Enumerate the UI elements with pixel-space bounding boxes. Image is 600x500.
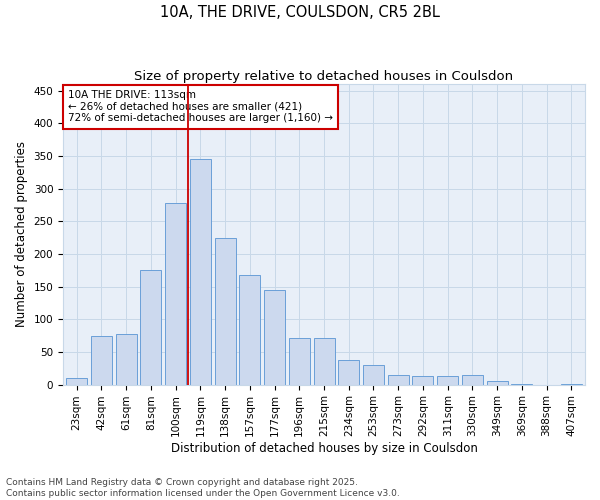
Text: 10A THE DRIVE: 113sqm
← 26% of detached houses are smaller (421)
72% of semi-det: 10A THE DRIVE: 113sqm ← 26% of detached … — [68, 90, 333, 124]
Text: 10A, THE DRIVE, COULSDON, CR5 2BL: 10A, THE DRIVE, COULSDON, CR5 2BL — [160, 5, 440, 20]
Text: Contains HM Land Registry data © Crown copyright and database right 2025.
Contai: Contains HM Land Registry data © Crown c… — [6, 478, 400, 498]
Bar — [165, 203, 186, 384]
Bar — [239, 275, 260, 384]
Bar — [437, 376, 458, 384]
Bar — [264, 290, 285, 384]
Bar — [462, 375, 483, 384]
Bar — [363, 365, 384, 384]
Bar — [190, 160, 211, 384]
Bar — [338, 360, 359, 384]
Bar — [91, 336, 112, 384]
Bar — [140, 270, 161, 384]
Bar — [487, 380, 508, 384]
X-axis label: Distribution of detached houses by size in Coulsdon: Distribution of detached houses by size … — [170, 442, 478, 455]
Bar — [66, 378, 87, 384]
Bar — [289, 338, 310, 384]
Bar — [412, 376, 433, 384]
Title: Size of property relative to detached houses in Coulsdon: Size of property relative to detached ho… — [134, 70, 514, 83]
Bar — [215, 238, 236, 384]
Bar — [314, 338, 335, 384]
Bar — [116, 334, 137, 384]
Bar — [388, 375, 409, 384]
Y-axis label: Number of detached properties: Number of detached properties — [15, 142, 28, 328]
